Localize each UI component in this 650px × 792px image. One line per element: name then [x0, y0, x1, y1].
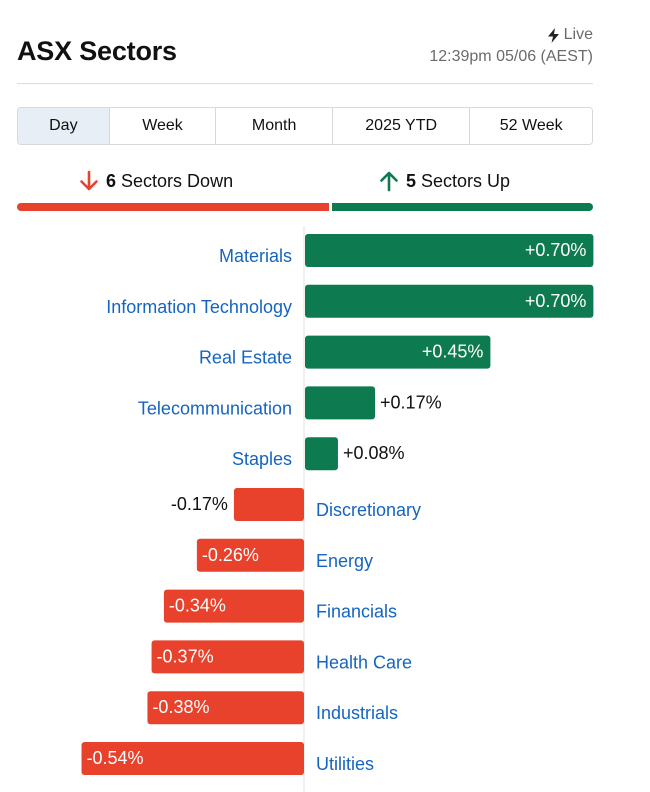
sector-value-label: -0.37%	[157, 646, 214, 666]
sector-row[interactable]: Information Technology +0.70%	[106, 284, 594, 318]
sector-value-label: -0.54%	[87, 748, 144, 768]
sectors-up-bar	[332, 203, 593, 211]
sectors-up-count: 5	[406, 170, 417, 191]
arrow-down-icon	[80, 170, 98, 191]
sectors-down-count: 6	[106, 170, 117, 191]
tab-day[interactable]: Day	[18, 108, 110, 144]
sector-row[interactable]: Financials -0.34%	[163, 589, 397, 623]
sector-label[interactable]: Financials	[316, 602, 397, 622]
sector-label[interactable]: Discretionary	[316, 500, 421, 520]
live-indicator: Live	[547, 26, 593, 44]
sectors-down-summary: 6 Sectors Down	[79, 168, 233, 194]
sector-value-label: +0.45%	[422, 342, 484, 362]
sectors-up-label: Sectors Up	[421, 170, 511, 191]
sector-bar	[196, 538, 304, 572]
sector-row[interactable]: Telecommunication +0.17%	[138, 386, 442, 420]
tab-2025-ytd[interactable]: 2025 YTD	[332, 108, 471, 144]
sector-row[interactable]: Utilities -0.54%	[81, 742, 374, 775]
sector-bar	[151, 640, 304, 674]
page-title: ASX Sectors	[17, 36, 177, 66]
sector-value-label: +0.17%	[380, 392, 442, 412]
timestamp: 12:39pm 05/06 (AEST)	[429, 48, 593, 65]
sector-bar	[305, 335, 491, 369]
sector-row[interactable]: Health Care -0.37%	[151, 640, 412, 674]
sector-bar	[305, 234, 594, 267]
sector-bar	[81, 742, 305, 775]
sector-value-label: +0.70%	[525, 240, 587, 260]
sector-label[interactable]: Health Care	[316, 652, 412, 672]
sector-label[interactable]: Telecommunication	[138, 398, 292, 418]
sector-value-label: +0.70%	[525, 291, 587, 311]
live-label: Live	[563, 26, 593, 43]
sector-value-label: -0.17%	[171, 494, 228, 514]
sector-bar	[305, 386, 376, 420]
sector-value-label: +0.08%	[343, 443, 405, 463]
tab-52-week[interactable]: 52 Week	[470, 108, 592, 144]
sector-value-label: -0.26%	[202, 545, 259, 565]
sector-label[interactable]: Real Estate	[199, 348, 292, 368]
sector-label[interactable]: Industrials	[316, 703, 398, 723]
header-divider	[17, 83, 593, 84]
sector-bar	[305, 284, 594, 318]
sector-label[interactable]: Utilities	[316, 754, 374, 774]
sectors-up-summary: 5 Sectors Up	[379, 168, 510, 194]
sector-row[interactable]: Energy -0.26%	[196, 538, 373, 572]
sector-row[interactable]: Discretionary -0.17%	[171, 488, 421, 521]
sectors-down-label: Sectors Down	[121, 170, 234, 191]
period-tabs: Day Week Month 2025 YTD 52 Week	[17, 107, 593, 145]
sector-row[interactable]: Materials +0.70%	[219, 234, 594, 267]
arrow-up-icon	[380, 171, 398, 192]
sector-label[interactable]: Staples	[232, 449, 292, 469]
sector-value-label: -0.38%	[152, 697, 209, 717]
sector-row[interactable]: Staples +0.08%	[232, 437, 405, 471]
sector-value-label: -0.34%	[169, 596, 226, 616]
tab-week[interactable]: Week	[109, 108, 217, 144]
lightning-icon	[547, 27, 559, 43]
sector-bar	[163, 589, 304, 623]
sector-row[interactable]: Real Estate +0.45%	[199, 335, 491, 369]
sector-bar	[305, 437, 338, 471]
sector-bar	[147, 691, 304, 725]
sector-bar-chart: Materials +0.70% Information Technology +0.…	[81, 226, 594, 792]
sector-bar	[233, 488, 304, 521]
sectors-down-bar	[17, 203, 329, 211]
tab-month[interactable]: Month	[216, 108, 333, 144]
sector-label[interactable]: Materials	[219, 246, 292, 266]
sector-row[interactable]: Industrials -0.38%	[147, 691, 398, 725]
sector-label[interactable]: Information Technology	[106, 297, 292, 317]
sector-label[interactable]: Energy	[316, 551, 373, 571]
